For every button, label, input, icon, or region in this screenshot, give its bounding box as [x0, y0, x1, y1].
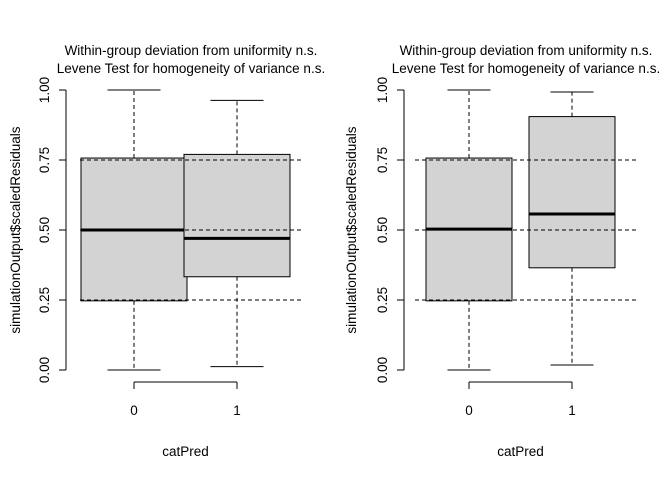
box-0: [80, 89, 188, 371]
y-tick-label: 0.50: [37, 217, 52, 243]
y-tick-label: 0.00: [375, 357, 390, 383]
y-tick-label: 0.75: [37, 147, 52, 173]
boxplot-panel-1: Within-group deviation from uniformity n…: [8, 43, 325, 459]
boxplot-panel-2: Within-group deviation from uniformity n…: [344, 43, 660, 459]
y-axis-label: simulationOutput$scaledResiduals: [344, 126, 359, 333]
y-tick-label: 1.00: [375, 77, 390, 103]
y-tick-label: 0.50: [375, 217, 390, 243]
x-tick-label: 0: [465, 403, 473, 418]
iqr-box: [528, 116, 616, 269]
chart-title-line2: Levene Test for homogeneity of variance …: [57, 61, 325, 76]
chart-title-line1: Within-group deviation from uniformity n…: [65, 43, 318, 58]
y-tick-label: 0.00: [37, 357, 52, 383]
y-tick-label: 1.00: [37, 77, 52, 103]
y-tick-label: 0.25: [375, 287, 390, 313]
y-tick-label: 0.25: [37, 287, 52, 313]
box-1: [183, 99, 291, 368]
chart-title-line2: Levene Test for homogeneity of variance …: [392, 61, 660, 76]
box-0: [425, 89, 513, 371]
x-axis-label: catPred: [497, 444, 544, 459]
chart-title-line1: Within-group deviation from uniformity n…: [400, 43, 653, 58]
y-axis-label: simulationOutput$scaledResiduals: [8, 126, 23, 333]
x-tick-label: 1: [568, 403, 576, 418]
x-axis-label: catPred: [162, 444, 209, 459]
box-1: [528, 91, 616, 366]
x-tick-label: 0: [130, 403, 138, 418]
iqr-box: [183, 153, 291, 278]
x-tick-label: 1: [233, 403, 241, 418]
y-tick-label: 0.75: [375, 147, 390, 173]
